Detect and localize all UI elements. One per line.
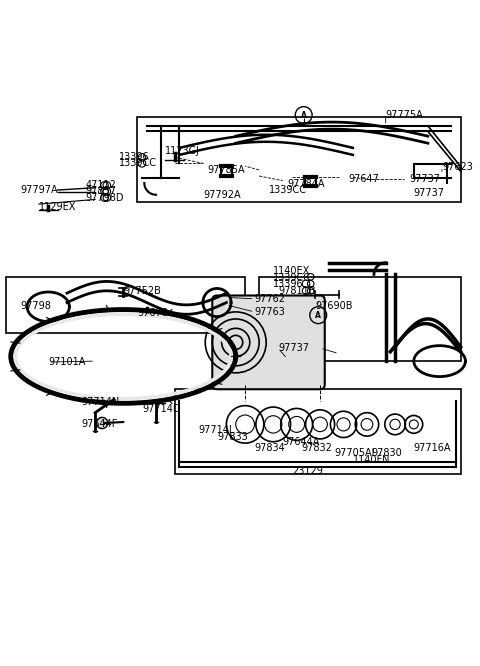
Text: 97784A: 97784A — [287, 179, 325, 189]
Text: 97647: 97647 — [348, 174, 379, 184]
Text: 97833: 97833 — [217, 432, 248, 442]
Bar — [175, 389, 461, 474]
Text: 13396: 13396 — [119, 153, 149, 163]
Text: 97644A: 97644A — [283, 437, 320, 447]
Text: A: A — [315, 311, 321, 320]
Text: 13396: 13396 — [273, 279, 304, 289]
Text: 97830: 97830 — [372, 448, 402, 458]
Text: 97811B: 97811B — [278, 286, 315, 296]
Text: 97644F: 97644F — [81, 420, 118, 430]
FancyBboxPatch shape — [212, 296, 325, 389]
Text: 97101A: 97101A — [48, 357, 85, 367]
Text: 97737: 97737 — [278, 343, 309, 353]
Text: 97763: 97763 — [254, 307, 285, 317]
Text: 97690B: 97690B — [315, 301, 353, 311]
Text: A: A — [301, 111, 307, 120]
Circle shape — [96, 418, 108, 429]
Text: 47112: 47112 — [86, 180, 117, 190]
Text: 97678: 97678 — [137, 308, 168, 318]
Text: 1339CC: 1339CC — [268, 185, 307, 195]
Text: 97623: 97623 — [442, 162, 473, 172]
Text: 97737: 97737 — [414, 188, 445, 198]
Text: 1339CC: 1339CC — [119, 159, 156, 168]
Text: 97792A: 97792A — [203, 190, 240, 200]
Text: 97762: 97762 — [254, 294, 286, 304]
Text: 97797A: 97797A — [20, 185, 58, 195]
Text: 1123GJ: 1123GJ — [166, 146, 201, 156]
Bar — [137, 117, 461, 202]
Text: 97775A: 97775A — [386, 110, 423, 120]
Text: 97832: 97832 — [301, 443, 332, 453]
Text: 97705AI: 97705AI — [334, 448, 375, 458]
Text: 97798D: 97798D — [86, 192, 124, 202]
Bar — [6, 277, 245, 333]
Text: 1140EX: 1140EX — [273, 266, 311, 276]
Text: 97714D: 97714D — [142, 404, 180, 414]
Text: 97785A: 97785A — [208, 165, 245, 175]
Text: 97834: 97834 — [254, 443, 285, 453]
Text: 97857: 97857 — [86, 186, 117, 196]
Text: 1339CC: 1339CC — [273, 272, 311, 282]
Bar — [259, 277, 461, 361]
Text: 97752B: 97752B — [123, 286, 161, 296]
Text: 1140FN: 1140FN — [353, 454, 390, 465]
Text: 97737: 97737 — [409, 174, 440, 184]
Text: 97714N: 97714N — [81, 398, 120, 408]
Text: 23129: 23129 — [292, 466, 323, 476]
Text: 1129EX: 1129EX — [39, 202, 76, 212]
Text: 97716A: 97716A — [414, 443, 451, 453]
Text: 97714L: 97714L — [198, 425, 235, 435]
Text: 97798: 97798 — [20, 301, 51, 311]
